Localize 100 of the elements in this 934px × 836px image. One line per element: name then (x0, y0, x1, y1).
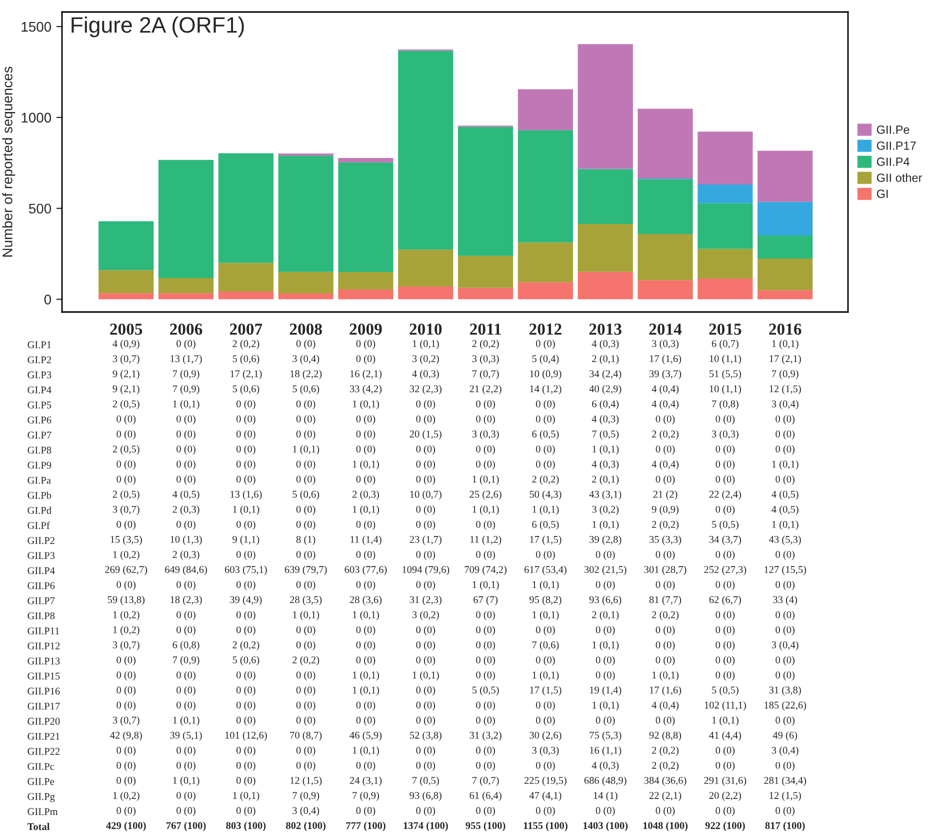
text: 2 (0,3) (172, 550, 200, 560)
text: 0 (0) (716, 671, 735, 681)
bar (638, 108, 693, 179)
text: 0 (0) (296, 762, 316, 771)
text: 0 (0) (296, 746, 316, 756)
text: 1 (0,1) (293, 610, 320, 620)
text: 0 (0) (116, 475, 136, 485)
bar (158, 293, 214, 300)
text: 0 (0) (716, 746, 735, 756)
bar (698, 132, 753, 185)
text: 0 (0) (176, 340, 196, 350)
text: 1 (0,1) (352, 506, 379, 515)
text: 0 (0) (656, 716, 675, 726)
text: 0 (0) (656, 656, 675, 666)
text: 3 (0,4) (292, 354, 320, 364)
text: 0 (0) (356, 354, 376, 364)
legend-label: GII other (876, 173, 922, 182)
x-tick-label: 2011 (470, 324, 501, 335)
text: 32 (2,3) (410, 385, 442, 394)
bar (278, 153, 334, 156)
text: 28 (3,5) (290, 596, 322, 606)
text: 649 (84,6) (165, 566, 207, 576)
text: 10 (1,1) (710, 385, 742, 394)
text: 0 (0) (236, 806, 256, 816)
text: 1 (0,1) (652, 671, 679, 681)
text: 269 (62,7) (105, 566, 148, 576)
bar (758, 290, 813, 300)
text: 0 (0) (776, 716, 794, 726)
text: 0 (0) (536, 550, 555, 560)
text: 2 (0,5) (112, 490, 140, 500)
text: 39 (3,7) (650, 370, 682, 380)
text: 0 (0) (656, 580, 675, 590)
text: 1 (0,1) (233, 792, 260, 802)
text: 6 (0,7) (712, 340, 738, 350)
text: 3 (0,4) (772, 400, 798, 410)
text: 0 (0) (716, 506, 735, 515)
text: 0 (0) (776, 550, 794, 560)
category-label: GII.Pg (28, 793, 55, 802)
text: 9 (2,1) (112, 385, 140, 394)
text: 101 (12,6) (225, 731, 267, 741)
text: 43 (3,1) (589, 490, 622, 500)
text: 185 (22,6) (764, 701, 806, 711)
text: 4 (0,4) (652, 400, 679, 410)
text: 24 (3,1) (350, 776, 382, 786)
text: 39 (4,9) (230, 596, 262, 606)
text: 1155 (100) (524, 822, 568, 832)
text: 102 (11,1) (704, 701, 746, 711)
bar (758, 235, 813, 259)
text: 0 (0) (716, 641, 735, 650)
text: 0 (0) (356, 580, 376, 590)
text: 603 (75,1) (224, 566, 267, 576)
text: 10 (1,3) (170, 536, 202, 545)
text: 0 (0) (416, 445, 436, 455)
text: 0 (0) (176, 701, 196, 711)
category-label: GI.P5 (28, 402, 52, 408)
text: 0 (0) (176, 520, 196, 530)
text: 23 (1,7) (410, 536, 442, 545)
text: 50 (4,3) (530, 490, 562, 500)
text: 0 (0) (476, 460, 495, 470)
text: 46 (5,9) (350, 731, 382, 741)
text: 922 (100) (705, 822, 745, 832)
text: 34 (3,7) (709, 536, 742, 545)
legend-label: GII.P17 (876, 142, 916, 150)
text: 0 (0) (296, 506, 316, 515)
category-label: Total (27, 822, 50, 830)
text: 47 (4,1) (529, 792, 562, 802)
text: 0 (0) (296, 520, 316, 530)
text: 92 (8,8) (649, 731, 682, 741)
text: 4 (0,5) (772, 506, 798, 515)
text: 2 (0,2) (652, 762, 679, 771)
text: 0 (0) (116, 806, 136, 816)
text: 93 (6,6) (589, 596, 622, 606)
text: 0 (0) (476, 656, 495, 666)
text: 0 (0) (236, 430, 256, 440)
text: 0 (0) (236, 671, 256, 681)
text: 384 (36,6) (644, 776, 686, 786)
text: 686 (48,9) (584, 776, 626, 786)
text: 0 (0) (116, 460, 136, 470)
text: 0 (0) (416, 460, 436, 470)
bar (578, 44, 633, 169)
text: 0 (0) (536, 716, 555, 726)
text: 0 (0) (656, 415, 675, 424)
text: 20 (2,2) (709, 792, 742, 802)
text: 0 (0) (776, 475, 794, 485)
text: 1 (0,1) (532, 580, 559, 590)
text: 81 (7,7) (649, 596, 682, 606)
text: 1 (0,1) (472, 506, 499, 515)
text: 0 (0) (236, 475, 256, 485)
x-tick-label: 2014 (649, 324, 682, 335)
bar (398, 286, 454, 300)
text: 1 (0,1) (173, 716, 200, 726)
text: 1 (0,1) (772, 520, 798, 530)
text: 17 (2,1) (230, 370, 262, 380)
text: 10 (0,7) (410, 490, 442, 500)
legend-label: GI (876, 190, 888, 198)
text: 0 (0) (236, 415, 256, 424)
bar (578, 169, 633, 224)
text: 0 (0) (416, 520, 436, 530)
text: 1 (0,2) (113, 792, 140, 802)
text: 7 (0,5) (412, 776, 439, 786)
